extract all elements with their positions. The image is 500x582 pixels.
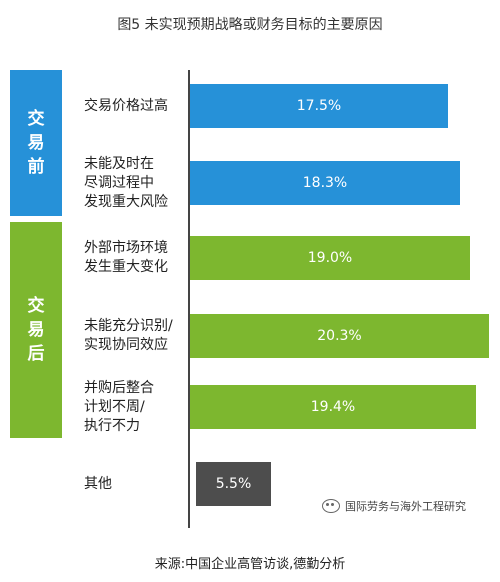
bar: 20.3% (190, 314, 489, 358)
category-label-line: 尽调过程中 (84, 174, 154, 191)
category-label-line: 执行不力 (84, 417, 140, 434)
chart-title: 图5 未实现预期战略或财务目标的主要原因 (117, 17, 383, 33)
bar: 17.5% (190, 84, 448, 128)
bar: 5.5% (196, 462, 271, 506)
category-label: 其他 (84, 462, 184, 506)
phase-label-text: 交易后 (27, 296, 45, 364)
wechat-icon (322, 499, 340, 513)
bar-value-label: 19.0% (307, 250, 353, 266)
bar: 19.4% (190, 385, 476, 429)
category-label-line: 交易价格过高 (84, 97, 168, 114)
phase-label: 交易后 (10, 222, 62, 438)
category-label-line: 未能充分识别/ (84, 318, 173, 334)
category-label: 未能及时在尽调过程中发现重大风险 (84, 150, 184, 216)
bar-value-label: 17.5% (296, 98, 342, 114)
category-axis-line (188, 70, 190, 528)
bar-value-label: 19.4% (310, 399, 356, 415)
category-label-line: 外部市场环境 (84, 240, 168, 256)
category-label-line: 计划不周/ (84, 398, 145, 415)
bar-value-label: 18.3% (302, 175, 348, 191)
watermark: 国际劳务与海外工程研究 (322, 498, 466, 514)
bar: 18.3% (190, 161, 460, 205)
category-label-line: 未能及时在 (84, 155, 154, 172)
category-label-line: 并购后整合 (84, 379, 154, 396)
category-label: 未能充分识别/实现协同效应 (84, 314, 184, 358)
source-note: 来源:中国企业高管访谈,德勤分析 (154, 557, 346, 572)
watermark-text: 国际劳务与海外工程研究 (345, 500, 466, 513)
category-label-line: 实现协同效应 (84, 337, 168, 353)
phase-label-text: 交易前 (27, 109, 45, 177)
category-label: 并购后整合计划不周/执行不力 (84, 374, 184, 440)
category-label: 交易价格过高 (84, 84, 184, 128)
bar-value-label: 5.5% (215, 476, 252, 492)
category-label-line: 发生重大变化 (84, 259, 168, 275)
category-label-line: 发现重大风险 (84, 193, 168, 210)
phase-label: 交易前 (10, 70, 62, 216)
bar: 19.0% (190, 236, 470, 280)
category-label: 外部市场环境 发生重大变化 (84, 236, 184, 280)
category-label-line: 其他 (84, 475, 112, 492)
bar-value-label: 20.3% (317, 328, 362, 344)
